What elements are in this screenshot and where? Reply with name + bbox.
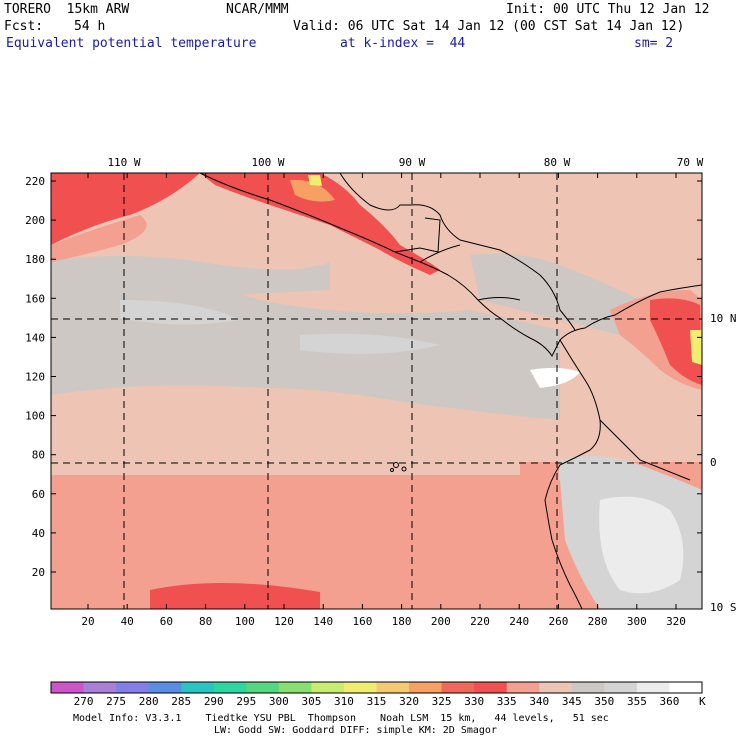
colorbar-label: 290 [203, 695, 224, 708]
longitude-label: 90 W [399, 156, 426, 169]
y-tick-label: 100 [25, 410, 45, 423]
x-tick-label: 240 [509, 615, 529, 628]
longitude-label: 110 W [107, 156, 140, 169]
x-tick-label: 40 [121, 615, 134, 628]
colorbar-label: 360 [659, 695, 680, 708]
y-tick-label: 160 [25, 292, 45, 305]
x-tick-label: 60 [160, 615, 173, 628]
longitude-label: 80 W [544, 156, 571, 169]
colorbar-unit: K [699, 695, 706, 708]
x-tick-label: 100 [235, 615, 255, 628]
colorbar-label: 335 [496, 695, 517, 708]
x-tick-label: 220 [470, 615, 490, 628]
colorbar-label: 305 [301, 695, 322, 708]
x-tick-label: 200 [431, 615, 451, 628]
x-tick-label: 120 [274, 615, 294, 628]
colorbar-label: 355 [626, 695, 647, 708]
forecast-label: Fcst: [4, 19, 44, 34]
colorbar-label: 310 [334, 695, 354, 708]
latitude-label: 0 [710, 456, 717, 469]
y-tick-label: 120 [25, 371, 45, 384]
longitude-label: 100 W [251, 156, 284, 169]
y-tick-label: 200 [25, 214, 45, 227]
longitude-label: 70 W [677, 156, 704, 169]
valid-time: Valid: 06 UTC Sat 14 Jan 12 (00 CST Sat … [293, 19, 685, 34]
colorbar-label: 340 [529, 695, 550, 708]
y-tick-label: 60 [32, 488, 45, 501]
footer-model-info: Model Info: V3.3.1 Tiedtke YSU PBL Thomp… [73, 713, 609, 724]
y-tick-label: 80 [32, 449, 45, 462]
axis-ticks [51, 173, 702, 609]
x-tick-label: 20 [81, 615, 94, 628]
x-tick-label: 140 [313, 615, 333, 628]
forecast-hours: 54 h [74, 19, 106, 34]
colorbar-label: 275 [106, 695, 127, 708]
model-name: TORERO 15km ARW [4, 2, 130, 17]
x-tick-label: 160 [352, 615, 372, 628]
level-info: at k-index = 44 [340, 36, 466, 51]
y-tick-label: 40 [32, 527, 45, 540]
field-name: Equivalent potential temperature [6, 36, 257, 51]
colorbar-label: 300 [268, 695, 289, 708]
y-tick-label: 220 [25, 175, 45, 188]
y-tick-label: 20 [32, 566, 45, 579]
colorbar-label: 270 [73, 695, 94, 708]
latitude-label: 10 S [710, 601, 737, 614]
colorbar-label: 345 [561, 695, 582, 708]
colorbar-label: 295 [236, 695, 257, 708]
colorbar-label: 320 [399, 695, 419, 708]
coastlines [199, 172, 703, 610]
x-tick-label: 80 [199, 615, 212, 628]
colorbar-label: 350 [594, 695, 615, 708]
latitude-label: 10 N [710, 312, 737, 325]
theta-e-field [51, 173, 702, 609]
smoothing-info: sm= 2 [634, 36, 674, 51]
y-tick-label: 180 [25, 253, 45, 266]
graticule [51, 173, 702, 609]
footer-physics-info: LW: Godd SW: Goddard DIFF: simple KM: 2D… [214, 725, 497, 736]
colorbar-label: 280 [138, 695, 159, 708]
init-time: Init: 00 UTC Thu 12 Jan 12 [506, 2, 710, 17]
x-tick-label: 280 [588, 615, 608, 628]
x-tick-label: 300 [627, 615, 647, 628]
colorbar-label: 325 [431, 695, 452, 708]
colorbar-label: 330 [464, 695, 485, 708]
organization: NCAR/MMM [226, 2, 289, 17]
colorbar-label: 315 [366, 695, 387, 708]
x-tick-label: 260 [548, 615, 568, 628]
map-frame [50, 172, 703, 610]
colorbar-label: 285 [171, 695, 192, 708]
y-tick-label: 140 [25, 331, 45, 344]
x-tick-label: 180 [392, 615, 412, 628]
x-tick-label: 320 [666, 615, 686, 628]
